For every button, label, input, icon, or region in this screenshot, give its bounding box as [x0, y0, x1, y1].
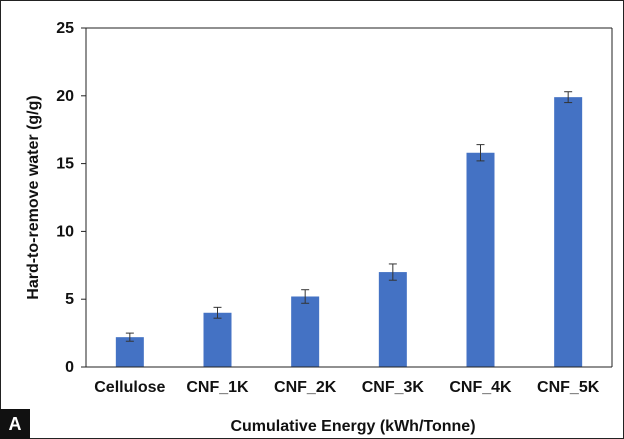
y-tick-label: 5: [65, 291, 74, 308]
x-tick-label: CNF_4K: [449, 379, 512, 396]
x-axis-title: Cumulative Energy (kWh/Tonne): [230, 418, 475, 435]
x-tick-label: CNF_3K: [362, 379, 425, 396]
bar-cnf-5k: [554, 97, 583, 367]
y-tick-label: 0: [65, 359, 74, 376]
x-tick-label: CNF_2K: [274, 379, 337, 396]
y-tick-label: 25: [56, 20, 74, 37]
error-bar: [125, 332, 134, 342]
error-bar: [388, 263, 397, 281]
bar-cnf-1k: [203, 312, 232, 367]
x-tick-label: Cellulose: [94, 379, 165, 396]
bar-cnf-2k: [291, 296, 320, 367]
y-tick-label: 15: [56, 156, 74, 173]
bar-cnf-4k: [466, 152, 495, 367]
panel-label: A: [0, 409, 30, 439]
error-bar: [301, 289, 310, 304]
x-tick-label: CNF_5K: [537, 379, 600, 396]
error-bar: [213, 306, 222, 319]
y-tick-label: 10: [56, 223, 74, 240]
error-bar: [564, 91, 573, 104]
bar-cnf-3k: [378, 272, 407, 367]
bar-cellulose: [115, 337, 144, 367]
y-tick-label: 20: [56, 88, 74, 105]
x-tick-label: CNF_1K: [186, 379, 249, 396]
error-bar: [476, 144, 485, 162]
y-axis-title: Hard-to-remove water (g/g): [25, 95, 42, 299]
